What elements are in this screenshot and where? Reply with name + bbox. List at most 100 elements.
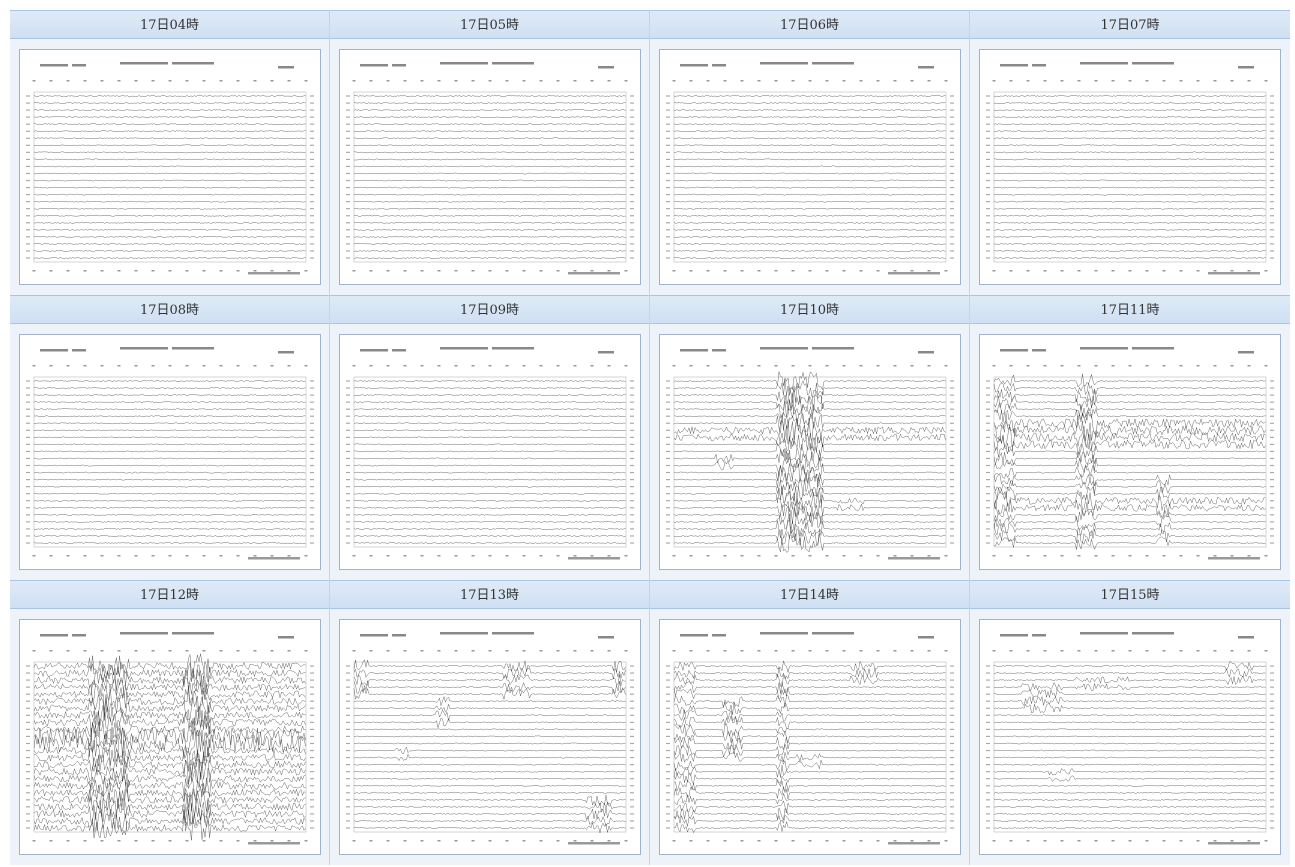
trace-label (310, 387, 314, 388)
axis-tick (254, 365, 257, 367)
trace-label (950, 465, 954, 466)
trace-label (26, 507, 30, 508)
axis-tick (557, 555, 560, 557)
trace-label (666, 827, 670, 828)
trace-label (986, 701, 990, 702)
trace-label (310, 187, 314, 188)
axis-tick (877, 270, 880, 272)
trace-label (26, 194, 30, 195)
axis-tick (1214, 555, 1217, 557)
image-caption (918, 66, 934, 69)
seismic-trace (34, 521, 306, 522)
trace-label (630, 208, 634, 209)
axis-tick (574, 650, 577, 652)
seismogram-image[interactable] (19, 334, 321, 570)
thumbnail-cell[interactable]: 17日13時 (330, 580, 650, 865)
seismic-trace (674, 159, 946, 160)
seismic-trace (674, 102, 946, 103)
thumbnail-cell[interactable]: 17日04時 (10, 10, 330, 295)
seismogram-image[interactable] (979, 334, 1281, 570)
seismogram-image[interactable] (19, 49, 321, 285)
trace-label (666, 124, 670, 125)
axis-tick (1027, 555, 1030, 557)
seismic-trace (354, 718, 626, 728)
seismic-trace (354, 131, 626, 132)
image-caption (492, 632, 534, 635)
seismic-trace (994, 529, 1266, 544)
axis-tick (1180, 365, 1183, 367)
axis-tick (792, 80, 795, 82)
trace-label (950, 665, 954, 666)
trace-label (950, 423, 954, 424)
seismogram-image[interactable] (339, 619, 641, 855)
seismic-trace (674, 117, 946, 118)
axis-tick (203, 365, 206, 367)
axis-tick (305, 555, 308, 557)
thumbnail-cell[interactable]: 17日10時 (650, 295, 970, 580)
axis-tick (1146, 555, 1149, 557)
seismic-trace (674, 801, 946, 813)
thumbnail-cell[interactable]: 17日08時 (10, 295, 330, 580)
seismic-trace (354, 194, 626, 195)
trace-label (310, 665, 314, 666)
seismic-trace (674, 145, 946, 146)
seismogram-image[interactable] (659, 334, 961, 570)
seismogram-image[interactable] (339, 49, 641, 285)
thumbnail-cell[interactable]: 17日07時 (970, 10, 1290, 295)
seismic-trace (34, 180, 306, 181)
seismic-trace (34, 380, 306, 381)
thumbnail-cell[interactable]: 17日11時 (970, 295, 1290, 580)
axis-tick (591, 840, 594, 842)
trace-label (310, 542, 314, 543)
seismogram-image[interactable] (19, 619, 321, 855)
seismic-trace (34, 236, 306, 237)
trace-label (310, 472, 314, 473)
trace-label (1270, 679, 1274, 680)
trace-label (310, 117, 314, 118)
thumbnail-cell[interactable]: 17日12時 (10, 580, 330, 865)
trace-label (986, 208, 990, 209)
seismic-trace (34, 430, 306, 431)
seismogram-image[interactable] (659, 49, 961, 285)
axis-tick (690, 555, 693, 557)
seismogram-image[interactable] (659, 619, 961, 855)
seismic-trace (994, 396, 1266, 410)
axis-tick (557, 80, 560, 82)
trace-label (26, 479, 30, 480)
image-caption (1080, 632, 1128, 635)
axis-tick (33, 650, 36, 652)
trace-label (950, 493, 954, 494)
seismogram-image[interactable] (339, 334, 641, 570)
trace-label (1270, 827, 1274, 828)
thumbnail-cell[interactable]: 17日14時 (650, 580, 970, 865)
trace-label (950, 430, 954, 431)
trace-label (1270, 124, 1274, 125)
seismic-trace (674, 780, 946, 792)
axis-tick (438, 650, 441, 652)
cell-label: 17日11時 (970, 295, 1290, 324)
thumbnail-cell[interactable]: 17日09時 (330, 295, 650, 580)
seismic-trace (994, 389, 1266, 402)
axis-tick (237, 555, 240, 557)
seismogram-image[interactable] (979, 49, 1281, 285)
seismogram-image[interactable] (979, 619, 1281, 855)
trace-label (630, 792, 634, 793)
thumbnail-cell[interactable]: 17日15時 (970, 580, 1290, 865)
axis-tick (455, 555, 458, 557)
trace-label (26, 715, 30, 716)
axis-tick (945, 365, 948, 367)
trace-label (346, 528, 350, 529)
axis-tick (608, 270, 611, 272)
axis-tick (101, 555, 104, 557)
thumbnail-cell[interactable]: 17日05時 (330, 10, 650, 295)
seismic-trace (674, 173, 946, 174)
seismic-trace (674, 180, 946, 181)
thumbnail-cell[interactable]: 17日06時 (650, 10, 970, 295)
axis-tick (1112, 365, 1115, 367)
trace-label (346, 109, 350, 110)
seismic-trace (354, 173, 626, 174)
seismic-trace (674, 236, 946, 237)
axis-tick (506, 270, 509, 272)
trace-label (666, 394, 670, 395)
axis-tick (67, 650, 70, 652)
